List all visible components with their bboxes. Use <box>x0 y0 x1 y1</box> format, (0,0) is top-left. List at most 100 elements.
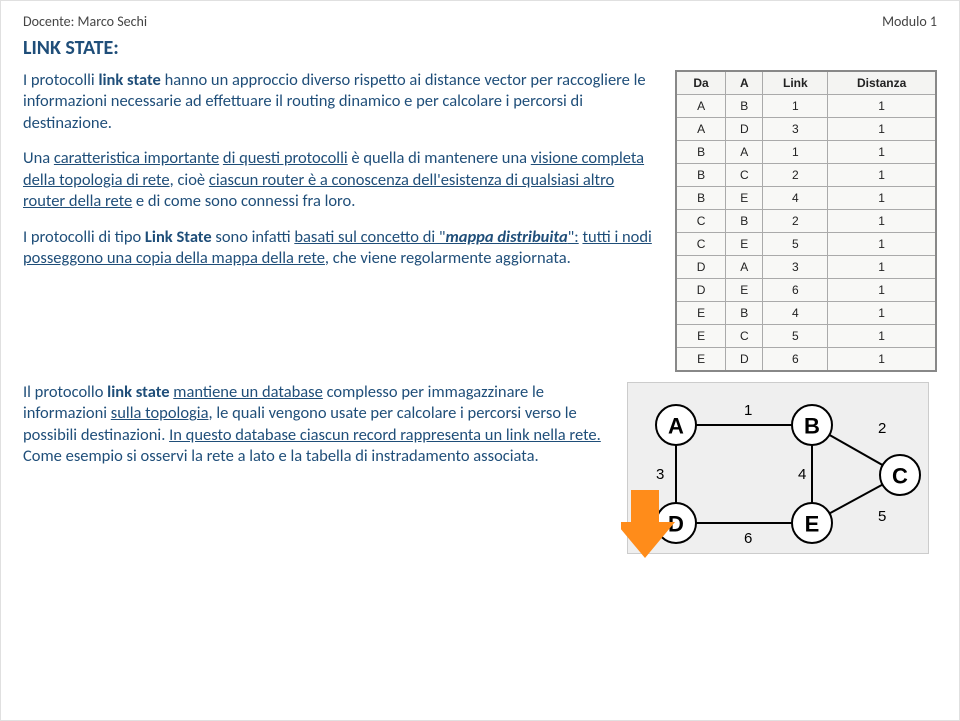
underlined-text: In questo database ciascun record rappre… <box>169 425 601 445</box>
table-row: BE41 <box>676 187 936 210</box>
graph-node-label: A <box>668 414 684 439</box>
table-cell: D <box>676 279 726 302</box>
graph-node-label: B <box>804 414 820 439</box>
table-cell: 6 <box>763 348 828 372</box>
table-header-row: Da A Link Distanza <box>676 71 936 95</box>
table-cell: 1 <box>763 95 828 118</box>
table-cell: 3 <box>763 256 828 279</box>
underlined-text: sulla topologia <box>111 403 209 423</box>
table-cell: 4 <box>763 187 828 210</box>
underlined-text: di questi protocolli <box>223 148 348 168</box>
underlined-text: mantiene un database <box>173 382 323 402</box>
table-cell: D <box>676 256 726 279</box>
table-row: EB41 <box>676 302 936 325</box>
th-a: A <box>726 71 763 95</box>
table-cell: 3 <box>763 118 828 141</box>
text: Come esempio si osservi la rete a lato e… <box>23 446 539 466</box>
table-cell: 6 <box>763 279 828 302</box>
table-cell: B <box>676 164 726 187</box>
graph-node-label: C <box>892 464 908 489</box>
edge-weight: 4 <box>798 466 806 483</box>
underlined-text: ": <box>568 227 579 247</box>
table-cell: E <box>676 348 726 372</box>
table-cell: 1 <box>828 187 936 210</box>
table-row: DA31 <box>676 256 936 279</box>
modulo-label: Modulo 1 <box>882 13 937 30</box>
table-row: BC21 <box>676 164 936 187</box>
link-state-table: Da A Link Distanza AB11AD31BA11BC21BE41C… <box>675 70 937 372</box>
arrow-icon <box>621 490 691 560</box>
edge-weight: 1 <box>744 402 752 419</box>
paragraph-1: I protocolli link state hanno un approcc… <box>23 70 657 134</box>
text: è quella di mantenere una <box>348 148 531 168</box>
table-row: ED61 <box>676 348 936 372</box>
table-cell: B <box>726 95 763 118</box>
table-cell: E <box>676 325 726 348</box>
th-link: Link <box>763 71 828 95</box>
table-cell: 1 <box>828 95 936 118</box>
table-cell: B <box>726 302 763 325</box>
table-row: BA11 <box>676 141 936 164</box>
th-dist: Distanza <box>828 71 936 95</box>
table-cell: 1 <box>828 348 936 372</box>
docente: Docente: Marco Sechi <box>23 13 147 30</box>
table-cell: 1 <box>828 325 936 348</box>
left-column: I protocolli link state hanno un approcc… <box>23 70 657 372</box>
paragraph-4-wrap: Il protocollo link state mantiene un dat… <box>23 382 613 554</box>
header-row: Docente: Marco Sechi Modulo 1 <box>23 13 937 30</box>
text: I protocolli di tipo <box>23 227 145 247</box>
table-cell: A <box>726 141 763 164</box>
table-cell: A <box>676 118 726 141</box>
graph-node-label: E <box>805 512 820 537</box>
paragraph-4: Il protocollo link state mantiene un dat… <box>23 382 613 468</box>
page-title: LINK STATE: <box>23 36 937 60</box>
paragraph-2: Una caratteristica importante di questi … <box>23 148 657 212</box>
table-cell: 1 <box>828 210 936 233</box>
bold-text: link state <box>107 382 169 402</box>
table-cell: 4 <box>763 302 828 325</box>
underlined-text: basati sul concetto di " <box>294 227 445 247</box>
table-cell: D <box>726 118 763 141</box>
edge-weight: 5 <box>878 508 886 525</box>
table-row: EC51 <box>676 325 936 348</box>
paragraph-3: I protocolli di tipo Link State sono inf… <box>23 227 657 270</box>
page: Docente: Marco Sechi Modulo 1 LINK STATE… <box>0 0 960 721</box>
table-cell: E <box>726 233 763 256</box>
text: e di come sono connessi fra loro. <box>132 191 355 211</box>
docente-label: Docente: <box>23 13 74 30</box>
text: , cioè <box>170 170 209 190</box>
table-cell: C <box>676 210 726 233</box>
table-row: DE61 <box>676 279 936 302</box>
edge-weight: 6 <box>744 530 752 547</box>
table-cell: C <box>726 164 763 187</box>
text: Il protocollo <box>23 382 107 402</box>
table-cell: 1 <box>828 118 936 141</box>
table-cell: 1 <box>828 302 936 325</box>
right-column: Da A Link Distanza AB11AD31BA11BC21BE41C… <box>675 70 937 372</box>
table-cell: 1 <box>828 141 936 164</box>
table-cell: 1 <box>763 141 828 164</box>
table-cell: 2 <box>763 210 828 233</box>
table-cell: B <box>676 187 726 210</box>
text: sono infatti <box>212 227 295 247</box>
table-cell: A <box>726 256 763 279</box>
table-row: AD31 <box>676 118 936 141</box>
table-cell: 1 <box>828 233 936 256</box>
text: I protocolli <box>23 70 98 90</box>
bold-italic-underlined: mappa distribuita <box>446 227 568 247</box>
bold-text: Link State <box>145 227 212 247</box>
table-row: AB11 <box>676 95 936 118</box>
table-cell: C <box>726 325 763 348</box>
table-cell: E <box>726 279 763 302</box>
underlined-text: caratteristica importante <box>54 148 219 168</box>
table-cell: 1 <box>828 279 936 302</box>
text: Una <box>23 148 54 168</box>
docente-name: Marco Sechi <box>78 13 148 30</box>
table-cell: C <box>676 233 726 256</box>
below-wrap: Il protocollo link state mantiene un dat… <box>23 382 937 554</box>
table-cell: 5 <box>763 325 828 348</box>
table-cell: D <box>726 348 763 372</box>
network-diagram-box: 123456ABCDE <box>627 382 937 554</box>
table-cell: 1 <box>828 256 936 279</box>
th-da: Da <box>676 71 726 95</box>
